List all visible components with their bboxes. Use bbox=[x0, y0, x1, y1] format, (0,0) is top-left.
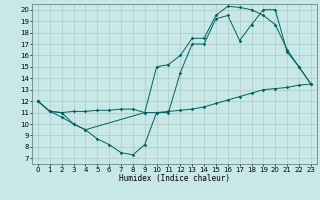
X-axis label: Humidex (Indice chaleur): Humidex (Indice chaleur) bbox=[119, 174, 230, 183]
